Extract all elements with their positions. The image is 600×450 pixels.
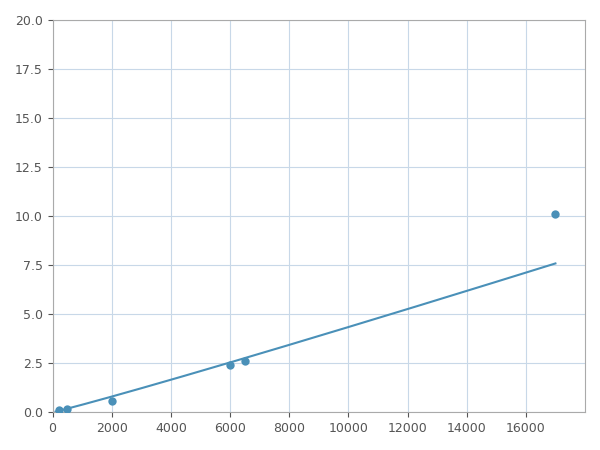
Point [551,211,560,218]
Point [107,397,116,404]
Point [62,406,72,413]
Point [54,407,64,414]
Point [225,362,235,369]
Point [240,358,250,365]
